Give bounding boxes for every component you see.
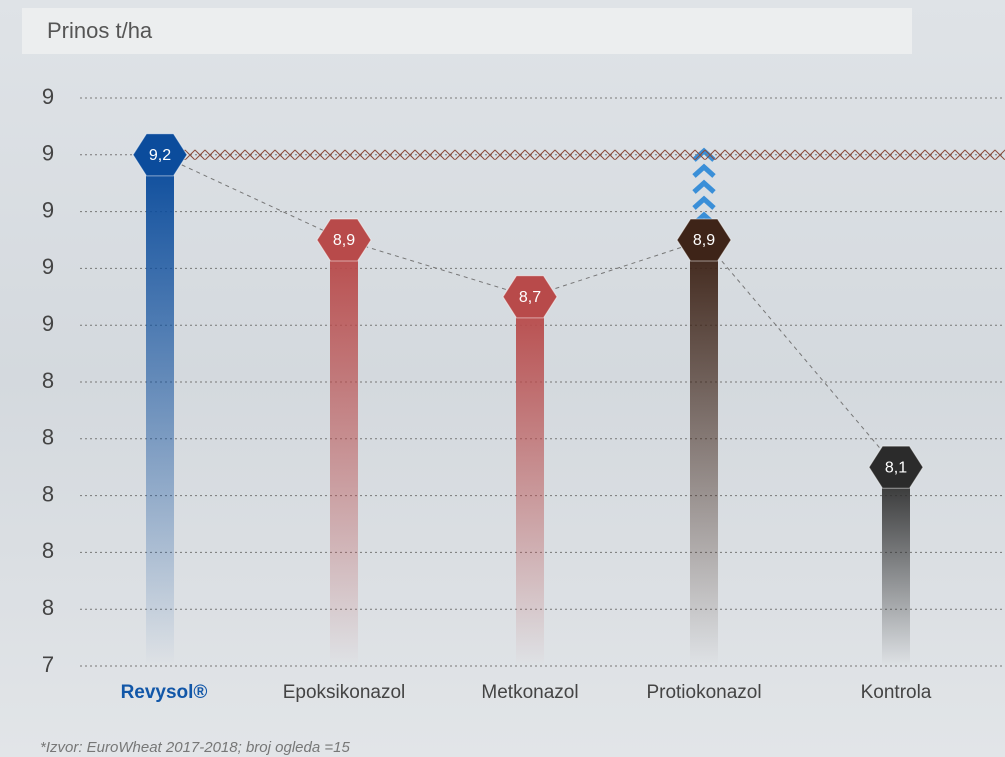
bar	[516, 296, 544, 666]
y-tick-label: 8	[42, 595, 54, 620]
footnote: *Izvor: EuroWheat 2017-2018; broj ogleda…	[40, 739, 350, 756]
y-tick-label: 8	[42, 425, 54, 450]
bar	[690, 240, 718, 666]
y-tick-label: 9	[42, 197, 54, 222]
header-band	[22, 8, 912, 54]
chart-title: Prinos t/ha	[47, 18, 153, 43]
value-label: 8,9	[333, 232, 355, 249]
y-tick-label: 9	[42, 254, 54, 279]
value-hexagon	[316, 218, 372, 262]
y-tick-label: 9	[42, 141, 54, 166]
value-label: 8,1	[885, 459, 907, 476]
y-tick-label: 8	[42, 538, 54, 563]
reference-zigzag	[180, 149, 1005, 160]
y-tick-label: 7	[42, 652, 54, 677]
bar	[882, 467, 910, 666]
x-tick-label: Epoksikonazol	[283, 682, 406, 703]
bar	[330, 240, 358, 666]
bar	[146, 154, 174, 667]
x-tick-label: Protiokonazol	[646, 682, 761, 703]
x-tick-label: Revysol®	[121, 682, 208, 703]
y-tick-label: 8	[42, 481, 54, 506]
value-hexagon	[132, 133, 188, 177]
value-hexagon	[868, 445, 924, 489]
value-hexagon	[676, 218, 732, 262]
value-label: 8,9	[693, 232, 715, 249]
y-tick-label: 8	[42, 368, 54, 393]
value-hexagon	[502, 275, 558, 319]
y-tick-label: 9	[42, 84, 54, 109]
value-label: 8,7	[519, 289, 541, 306]
x-tick-label: Metkonazol	[481, 682, 578, 703]
value-label: 9,2	[149, 147, 171, 164]
x-tick-label: Kontrola	[861, 682, 932, 703]
y-tick-label: 9	[42, 311, 54, 336]
